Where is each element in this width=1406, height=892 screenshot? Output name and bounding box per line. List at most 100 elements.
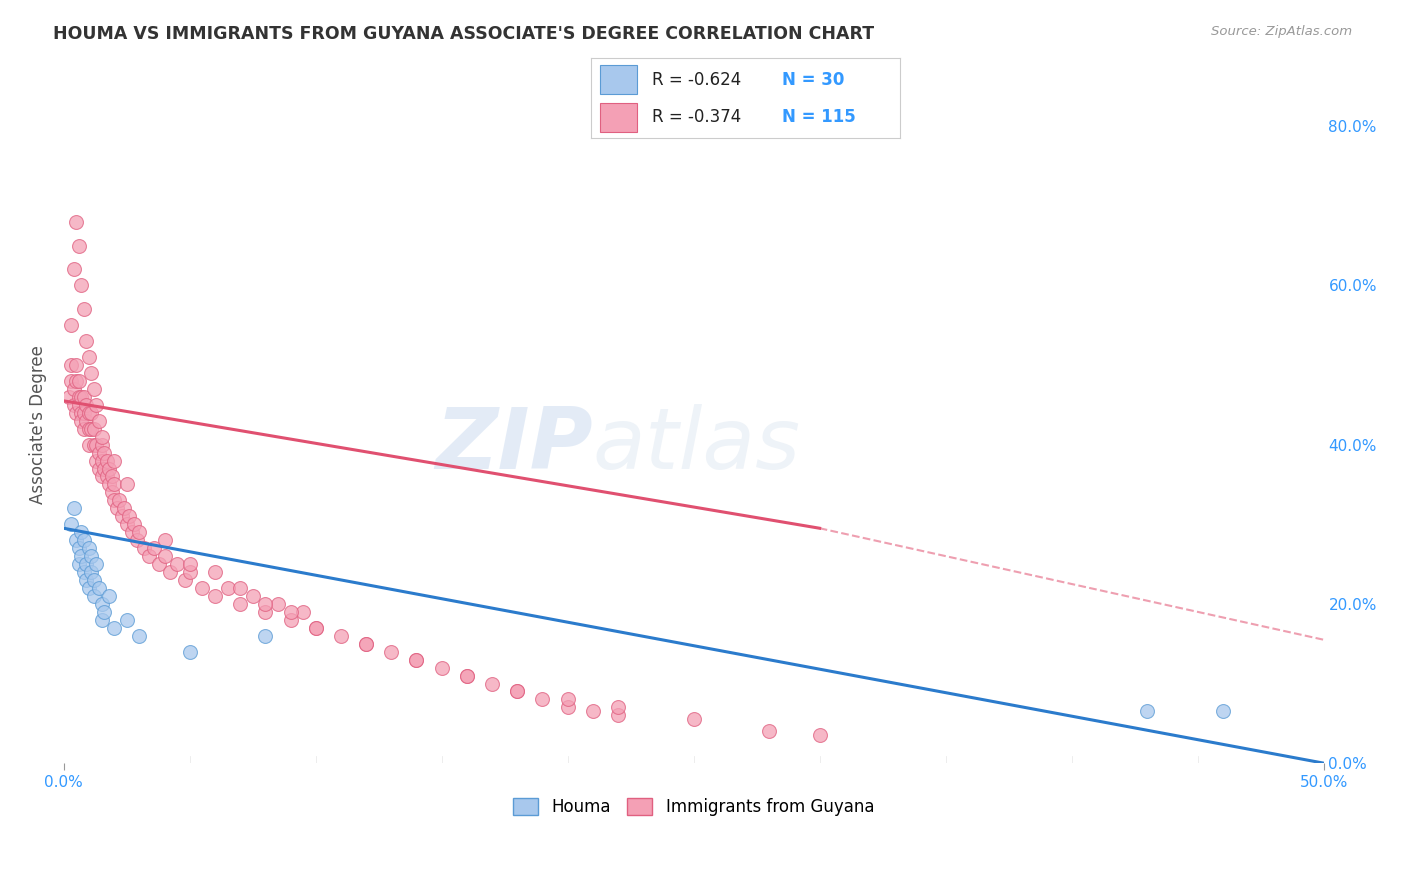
Point	[108, 493, 131, 508]
Point	[77, 350, 100, 364]
Point	[87, 461, 110, 475]
Point	[67, 390, 90, 404]
Point	[73, 302, 96, 317]
Point	[73, 533, 96, 548]
Point	[305, 621, 328, 635]
Point	[83, 573, 105, 587]
Point	[77, 422, 100, 436]
Point	[124, 517, 146, 532]
Point	[111, 509, 134, 524]
Point	[292, 605, 315, 619]
Point	[70, 406, 93, 420]
Point	[83, 589, 105, 603]
Point	[70, 390, 93, 404]
Point	[329, 629, 352, 643]
Point	[204, 589, 226, 603]
Point	[125, 533, 148, 548]
Point	[75, 414, 97, 428]
Point	[128, 525, 150, 540]
Text: N = 115: N = 115	[782, 109, 856, 127]
Point	[80, 565, 103, 579]
Point	[58, 390, 80, 404]
Point	[77, 581, 100, 595]
Point	[80, 406, 103, 420]
Point	[115, 517, 138, 532]
Point	[166, 557, 188, 571]
Point	[67, 374, 90, 388]
Point	[87, 445, 110, 459]
Point	[1136, 705, 1159, 719]
Point	[62, 398, 84, 412]
Point	[1212, 705, 1234, 719]
Point	[229, 581, 252, 595]
Point	[506, 684, 529, 698]
Point	[179, 645, 201, 659]
Point	[90, 597, 112, 611]
Point	[70, 549, 93, 563]
Point	[83, 422, 105, 436]
Point	[86, 453, 108, 467]
Point	[98, 477, 121, 491]
Point	[808, 728, 831, 742]
Point	[217, 581, 239, 595]
Point	[77, 541, 100, 556]
Point	[100, 485, 122, 500]
Text: R = -0.624: R = -0.624	[652, 70, 741, 88]
Point	[62, 501, 84, 516]
Text: atlas: atlas	[593, 403, 801, 486]
Text: R = -0.374: R = -0.374	[652, 109, 741, 127]
Point	[62, 382, 84, 396]
Point	[83, 437, 105, 451]
Point	[254, 605, 277, 619]
Point	[77, 406, 100, 420]
Point	[405, 652, 427, 666]
Point	[103, 493, 125, 508]
Point	[354, 637, 377, 651]
Point	[80, 422, 103, 436]
Point	[121, 525, 143, 540]
Point	[430, 660, 453, 674]
Point	[67, 541, 90, 556]
Point	[134, 541, 156, 556]
Point	[758, 724, 780, 739]
Point	[179, 557, 201, 571]
Point	[90, 437, 112, 451]
Point	[280, 605, 302, 619]
Point	[65, 374, 87, 388]
Bar	[600, 103, 637, 132]
Point	[128, 629, 150, 643]
Point	[73, 390, 96, 404]
Point	[77, 437, 100, 451]
Point	[93, 605, 115, 619]
Point	[70, 414, 93, 428]
Point	[148, 557, 170, 571]
Point	[96, 469, 118, 483]
Point	[280, 613, 302, 627]
Point	[456, 668, 478, 682]
Text: ZIP: ZIP	[436, 403, 593, 486]
Legend: Houma, Immigrants from Guyana: Houma, Immigrants from Guyana	[506, 791, 882, 822]
Point	[70, 278, 93, 293]
Point	[87, 414, 110, 428]
Point	[75, 557, 97, 571]
Point	[682, 712, 704, 726]
Point	[90, 469, 112, 483]
Point	[531, 692, 554, 706]
Point	[143, 541, 166, 556]
Point	[103, 621, 125, 635]
Point	[90, 453, 112, 467]
Point	[98, 589, 121, 603]
Point	[105, 501, 128, 516]
Point	[83, 382, 105, 396]
Point	[80, 549, 103, 563]
Point	[100, 469, 122, 483]
Point	[75, 573, 97, 587]
Point	[70, 525, 93, 540]
Text: Source: ZipAtlas.com: Source: ZipAtlas.com	[1212, 25, 1353, 38]
Point	[354, 637, 377, 651]
Y-axis label: Associate's Degree: Associate's Degree	[30, 345, 46, 504]
Point	[90, 430, 112, 444]
Point	[90, 613, 112, 627]
Point	[153, 549, 176, 563]
Bar	[600, 65, 637, 95]
